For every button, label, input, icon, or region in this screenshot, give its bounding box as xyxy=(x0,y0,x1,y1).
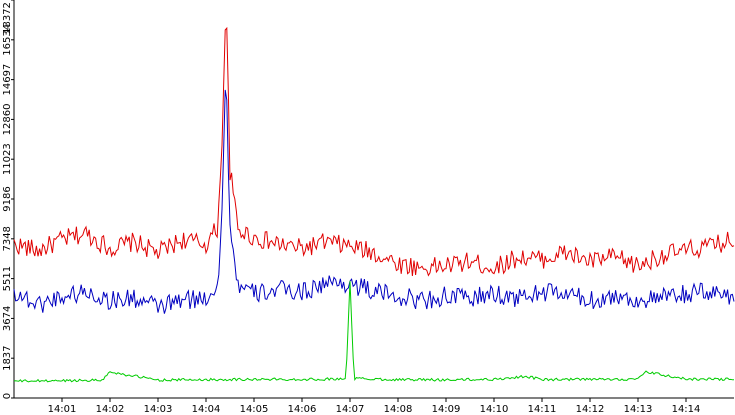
series-line-1 xyxy=(13,89,735,314)
y-tick-label: 1837 xyxy=(2,345,13,370)
series-line-0 xyxy=(13,26,735,277)
x-tick-label: 14:08 xyxy=(384,404,413,415)
x-tick-label: 14:01 xyxy=(48,404,77,415)
x-tick-label: 14:07 xyxy=(336,404,365,415)
x-tick-label: 14:12 xyxy=(576,404,605,415)
x-tick-label: 14:04 xyxy=(192,404,221,415)
y-axis: 0 1837 3674 5511 7348 9186 11023 12860 14697 1653… xyxy=(2,0,15,399)
y-tick-label: 7348 xyxy=(2,226,13,251)
x-tick-label: 14:13 xyxy=(624,404,653,415)
y-tick-label: 18372 xyxy=(2,2,13,34)
y-tick-label: 3674 xyxy=(2,306,13,331)
x-tick-label: 14:05 xyxy=(240,404,269,415)
x-tick-label: 14:02 xyxy=(96,404,125,415)
y-tick-label: 5511 xyxy=(2,266,13,291)
y-tick-label: 11023 xyxy=(2,143,13,175)
y-tick-label: 12860 xyxy=(2,104,13,136)
plot-area xyxy=(13,26,735,383)
y-tick-label: 0 xyxy=(2,393,13,399)
x-axis: 14:01 14:02 14:03 14:04 14:05 14:06 14:07 14:08… xyxy=(14,397,734,415)
series-line-2 xyxy=(13,280,735,383)
x-tick-label: 14:14 xyxy=(672,404,701,415)
x-tick-label: 14:09 xyxy=(432,404,461,415)
x-tick-label: 14:03 xyxy=(144,404,173,415)
y-tick-label: 16534 xyxy=(2,24,13,56)
x-tick-label: 14:10 xyxy=(480,404,509,415)
y-tick-label: 14697 xyxy=(2,64,13,96)
x-tick-label: 14:11 xyxy=(528,404,557,415)
x-tick-label: 14:06 xyxy=(288,404,317,415)
y-tick-label: 9186 xyxy=(2,186,13,211)
